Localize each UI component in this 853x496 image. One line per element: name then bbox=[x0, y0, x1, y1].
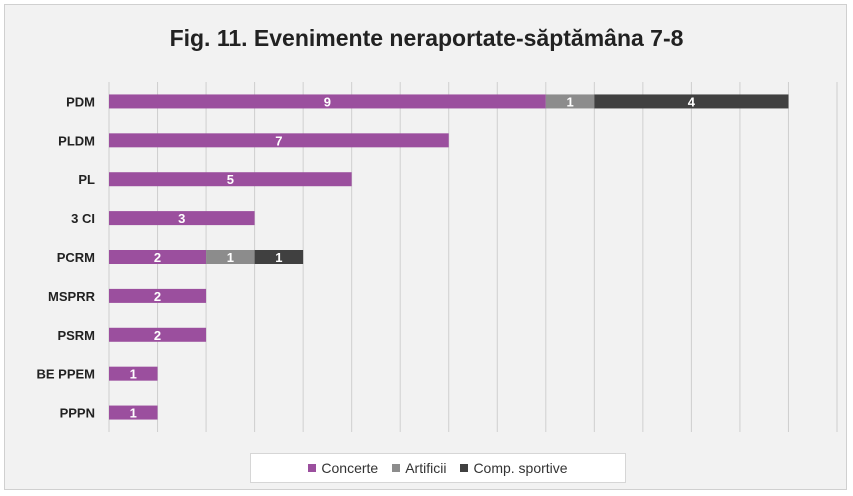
chart-title: Fig. 11. Evenimente neraportate-săptămân… bbox=[169, 25, 684, 51]
category-label: PSRM bbox=[57, 328, 95, 343]
data-label: 5 bbox=[227, 172, 234, 187]
data-label: 1 bbox=[130, 367, 137, 382]
category-label: PLDM bbox=[58, 133, 95, 148]
legend-swatch bbox=[308, 464, 317, 472]
legend-item: Comp. sportive bbox=[460, 460, 568, 476]
bar-segment bbox=[109, 327, 207, 342]
data-label: 1 bbox=[275, 250, 282, 265]
bar-segment bbox=[206, 250, 255, 264]
data-label: 2 bbox=[154, 250, 161, 265]
bar-segment bbox=[109, 211, 255, 226]
legend-item: Concerte bbox=[308, 460, 378, 476]
bar-segment bbox=[109, 133, 449, 148]
bar-segment bbox=[109, 172, 352, 187]
bar-segment bbox=[109, 405, 158, 420]
data-label: 1 bbox=[130, 406, 137, 421]
category-label: PCRM bbox=[57, 250, 95, 265]
bar-segment bbox=[109, 366, 158, 381]
data-label: 4 bbox=[688, 94, 696, 109]
data-label: 3 bbox=[178, 211, 185, 226]
data-label: 9 bbox=[324, 94, 331, 109]
bar-segment bbox=[109, 250, 207, 264]
bar-segment bbox=[109, 288, 207, 303]
legend-label: Artificii bbox=[405, 460, 447, 476]
bar-segment bbox=[109, 94, 546, 109]
bar-segment bbox=[254, 250, 304, 264]
category-label: PL bbox=[78, 172, 95, 187]
data-label: 1 bbox=[566, 94, 573, 109]
category-label: PDM bbox=[66, 94, 95, 109]
bar-segment bbox=[594, 94, 789, 109]
category-label: 3 CI bbox=[71, 211, 95, 226]
legend-item: Artificii bbox=[392, 460, 446, 476]
category-label: MSPRR bbox=[48, 289, 96, 304]
data-label: 2 bbox=[154, 289, 161, 304]
data-label: 7 bbox=[275, 133, 282, 148]
data-label: 1 bbox=[227, 250, 234, 265]
bar-segment bbox=[545, 94, 595, 109]
data-label: 2 bbox=[154, 328, 161, 343]
legend-swatch bbox=[460, 464, 469, 472]
legend-label: Concerte bbox=[321, 460, 379, 476]
legend-label: Comp. sportive bbox=[473, 460, 568, 476]
category-label: PPPN bbox=[60, 406, 95, 421]
category-label: BE PPEM bbox=[36, 367, 95, 382]
legend: Concerte Artificii Comp. sportive bbox=[250, 453, 626, 483]
legend-swatch bbox=[392, 464, 401, 472]
